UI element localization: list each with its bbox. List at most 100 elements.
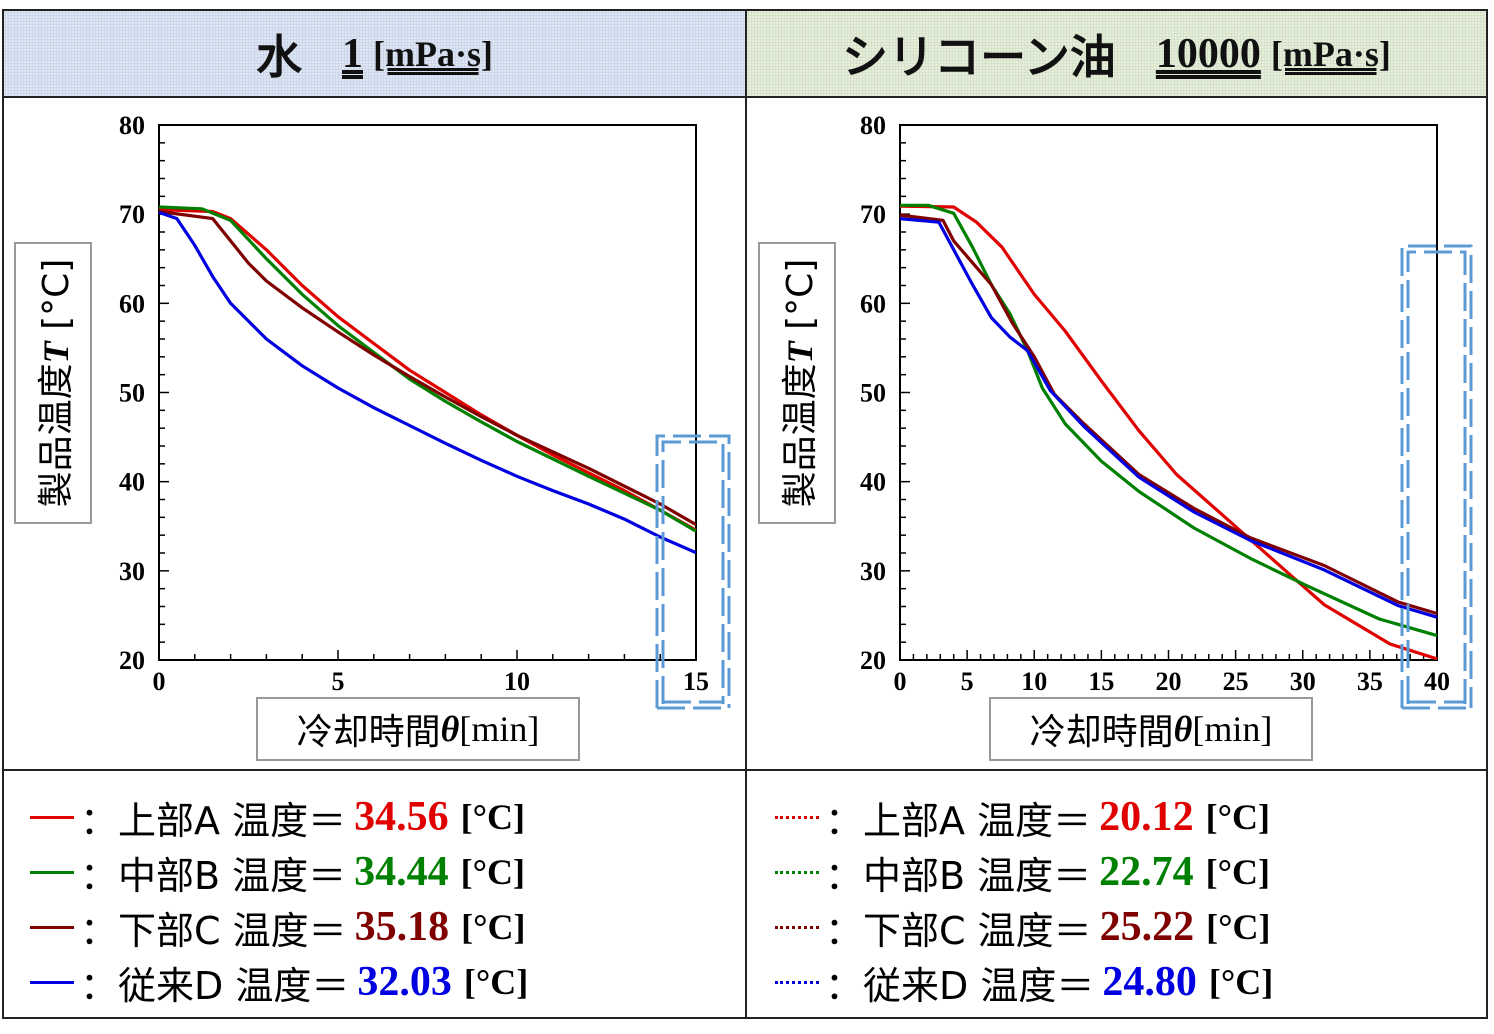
x-label-unit: [min] [459, 709, 540, 749]
x-tick-label: 15 [1088, 667, 1114, 696]
y-tick-label: 70 [860, 200, 886, 229]
legend-unit: [°C] [1205, 852, 1271, 892]
y-label-text: 製品温度 [780, 363, 821, 508]
highlight-bracket-outer [1400, 244, 1473, 708]
highlight-bracket-bottom [657, 700, 729, 710]
legend-label: 中部B 温度＝ [118, 853, 347, 898]
legend-entry: ：下部C 温度＝ 35.18 [°C] [30, 900, 526, 954]
legend-line-swatch [30, 870, 74, 874]
legend-value: 22.74 [1099, 849, 1194, 895]
legend-separator: ： [825, 798, 864, 843]
x-tick-label: 30 [1290, 667, 1316, 696]
y-tick-label: 20 [860, 646, 886, 675]
y-tick-label: 40 [119, 468, 145, 497]
legend-entry: ：従来D 温度＝ 32.03 [°C] [30, 955, 528, 1009]
x-label-symbol: θ [440, 709, 460, 749]
legend-entry: ：下部C 温度＝ 25.22 [°C] [775, 900, 1271, 954]
legend-separator: ： [825, 908, 864, 953]
legend-value: 34.44 [354, 849, 449, 895]
fluid-name: シリコーン油 [842, 29, 1116, 84]
y-label-unit: [°C] [36, 258, 77, 342]
x-tick-label: 5 [961, 667, 974, 696]
highlight-bracket-inner [661, 440, 725, 704]
x-label-text: 冷却時間 [1029, 712, 1174, 753]
legend-value: 34.56 [354, 794, 449, 840]
legend-label: 従来D 温度＝ [863, 963, 1095, 1008]
y-label-unit: [°C] [780, 258, 821, 342]
legend-label: 中部B 温度＝ [863, 853, 1092, 898]
series-line-上部A [899, 204, 1438, 661]
y-axis-label-right: 製品温度T [°C] [758, 242, 836, 524]
legend-separator: ： [825, 963, 864, 1008]
legend-line-swatch [30, 925, 74, 929]
y-tick-label: 70 [119, 200, 145, 229]
legend-entry: ：上部A 温度＝ 34.56 [°C] [30, 790, 525, 844]
x-label-text: 冷却時間 [296, 712, 441, 753]
legend-value: 35.18 [354, 904, 450, 950]
legend-line-swatch [30, 815, 74, 819]
legend-value: 24.80 [1102, 959, 1197, 1005]
viscosity-unit: [mPa·s] [373, 33, 493, 74]
x-axis-label-left: 冷却時間 θ [min] [256, 697, 580, 761]
panel-divider [745, 9, 747, 1019]
legend-separator: ： [825, 853, 864, 898]
legend-unit: [°C] [461, 907, 526, 947]
y-tick-label: 60 [860, 289, 886, 318]
legend-label: 上部A 温度＝ [863, 798, 1092, 843]
x-tick-label: 15 [683, 667, 709, 696]
legend-separator: ： [80, 963, 119, 1008]
legend-unit: [°C] [463, 962, 529, 1002]
series-line-下部C [158, 209, 697, 526]
legend-unit: [°C] [460, 797, 525, 837]
y-label-symbol: T [780, 341, 820, 364]
header-water: 水 1 [mPa·s] [4, 11, 745, 96]
legend-entry: ：従来D 温度＝ 24.80 [°C] [775, 955, 1273, 1009]
y-tick-label: 30 [860, 557, 886, 586]
x-label-unit: [min] [1192, 709, 1273, 749]
legend-separator: ： [80, 908, 119, 953]
plot-area [158, 124, 697, 661]
legend-value: 32.03 [357, 959, 452, 1005]
legend-separator: ： [80, 798, 119, 843]
y-tick-label: 40 [860, 468, 886, 497]
legend-label: 従来D 温度＝ [118, 963, 350, 1008]
y-tick-label: 80 [119, 111, 145, 140]
y-tick-label: 20 [119, 646, 145, 675]
legend-label: 下部C 温度＝ [118, 908, 347, 953]
viscosity-value: 1 [342, 30, 363, 77]
x-tick-label: 25 [1223, 667, 1249, 696]
highlight-bracket-bottom [1402, 700, 1471, 710]
legend-separator: ： [80, 853, 119, 898]
legend-value: 25.22 [1099, 904, 1195, 950]
x-tick-label: 0 [894, 667, 907, 696]
legend-entry: ：中部B 温度＝ 34.44 [°C] [30, 845, 525, 899]
legend-line-swatch [30, 980, 74, 984]
y-tick-label: 80 [860, 111, 886, 140]
legend-line-swatch [775, 870, 819, 874]
x-tick-label: 10 [504, 667, 530, 696]
highlight-bracket-outer [655, 434, 731, 708]
series-line-上部A [158, 208, 697, 532]
legend-line-swatch [775, 815, 819, 819]
y-tick-label: 50 [119, 379, 145, 408]
y-tick-label: 50 [860, 379, 886, 408]
legend-label: 下部C 温度＝ [863, 908, 1092, 953]
series-line-従来D [899, 217, 1438, 619]
x-label-symbol: θ [1173, 709, 1193, 749]
series-line-中部B [900, 203, 1438, 638]
viscosity-unit: [mPa·s] [1270, 33, 1391, 74]
y-tick-label: 60 [119, 289, 145, 318]
x-tick-label: 10 [1021, 667, 1047, 696]
fluid-name: 水 [256, 29, 302, 84]
y-label-symbol: T [36, 341, 76, 364]
legend-label: 上部A 温度＝ [118, 798, 347, 843]
legend-unit: [°C] [1205, 797, 1270, 837]
legend-unit: [°C] [1206, 907, 1271, 947]
highlight-bracket-inner [1406, 250, 1467, 704]
legend-value: 20.12 [1099, 794, 1194, 840]
series-line-下部C [899, 213, 1438, 616]
legend-unit: [°C] [460, 852, 526, 892]
x-axis-label-right: 冷却時間 θ [min] [989, 697, 1313, 761]
legend-line-swatch [775, 925, 819, 929]
